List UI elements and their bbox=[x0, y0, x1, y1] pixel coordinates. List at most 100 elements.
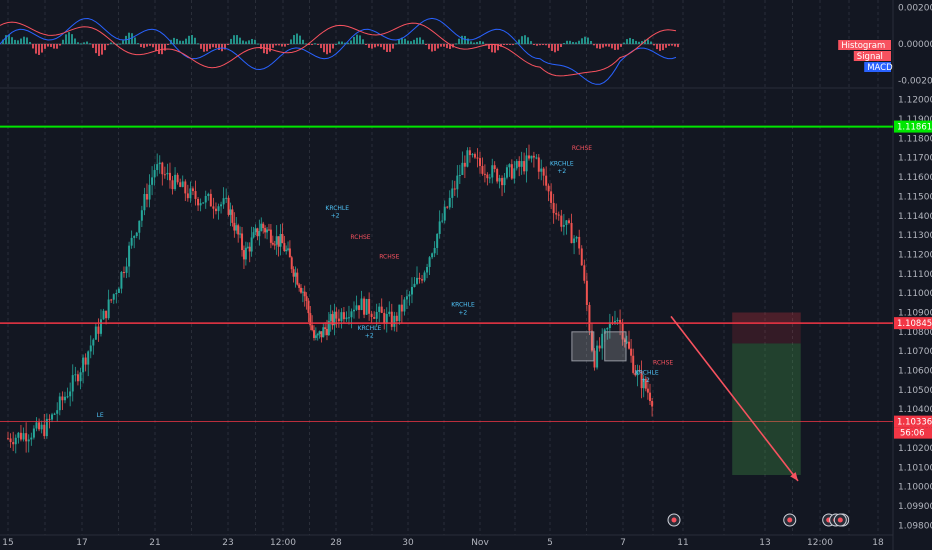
candle-body bbox=[225, 197, 228, 199]
candle-body bbox=[25, 433, 28, 442]
histogram-bar bbox=[545, 44, 547, 46]
strategy-annotation: KRCHLE bbox=[325, 205, 349, 212]
histogram-bar bbox=[638, 41, 640, 44]
histogram-bar bbox=[536, 44, 538, 46]
strategy-annotation: LE bbox=[97, 412, 104, 419]
histogram-bar bbox=[248, 40, 250, 44]
candle-body bbox=[488, 177, 491, 179]
histogram-bar bbox=[188, 35, 190, 44]
candle-body bbox=[596, 345, 599, 368]
histogram-bar bbox=[122, 40, 124, 44]
candle-body bbox=[237, 225, 240, 235]
candle-body bbox=[316, 334, 319, 336]
y-axis[interactable]: 0.002000.00000-0.002001.120001.119001.11… bbox=[894, 3, 932, 531]
candle-body bbox=[53, 413, 56, 415]
histogram-bar bbox=[611, 44, 613, 49]
strategy-annotation: +2 bbox=[331, 213, 340, 220]
candle-body bbox=[204, 195, 207, 203]
candle-body bbox=[199, 203, 202, 206]
histogram-bar bbox=[323, 44, 325, 53]
candle-body bbox=[416, 277, 418, 284]
histogram-bar bbox=[401, 37, 403, 44]
histogram-bar bbox=[563, 42, 565, 44]
histogram-bar bbox=[239, 37, 241, 44]
candle-body bbox=[358, 305, 361, 310]
histogram-bar bbox=[542, 44, 544, 45]
price-ytick: 1.12000 bbox=[898, 96, 932, 106]
histogram-bar bbox=[35, 44, 37, 54]
x-axis[interactable]: 15 17 21 23 12:00 28 30 Nov 5 7 11 13 12:00 18 bbox=[2, 538, 884, 548]
histogram-bar bbox=[137, 43, 139, 45]
candle-body bbox=[166, 172, 169, 175]
candle-body bbox=[168, 172, 171, 181]
candle-body bbox=[486, 174, 489, 179]
legend-swatch bbox=[853, 51, 891, 61]
candle-body bbox=[305, 296, 308, 302]
histogram-bar bbox=[296, 33, 298, 44]
candle-body bbox=[335, 311, 338, 319]
histogram-bar bbox=[284, 44, 286, 47]
candle-body bbox=[301, 291, 304, 293]
candle-body bbox=[333, 311, 336, 326]
price-line-label-text: 1.11861 bbox=[897, 123, 932, 133]
candle-body bbox=[590, 330, 593, 351]
histogram-bar bbox=[494, 44, 496, 53]
projection-arrow bbox=[670, 315, 799, 482]
histogram-bar bbox=[485, 44, 487, 45]
histogram-bar bbox=[26, 37, 28, 44]
histogram-bar bbox=[260, 44, 262, 49]
strategy-annotation: RCHSE bbox=[653, 360, 673, 367]
price-panel[interactable] bbox=[7, 144, 654, 454]
candle-body bbox=[176, 174, 179, 183]
histogram-bar bbox=[200, 44, 202, 49]
histogram-bar bbox=[470, 41, 472, 44]
candle-body bbox=[217, 206, 220, 212]
histogram-bar bbox=[593, 44, 595, 46]
candle-body bbox=[250, 237, 253, 252]
histogram-bar bbox=[521, 36, 523, 44]
histogram-bar bbox=[254, 39, 256, 44]
histogram-bar bbox=[368, 44, 370, 48]
candle-body bbox=[71, 375, 74, 392]
histogram-bar bbox=[83, 42, 85, 44]
histogram-bar bbox=[140, 44, 142, 48]
price-ytick: 1.10800 bbox=[898, 328, 932, 338]
histogram-bar bbox=[362, 39, 364, 44]
consolidation-box bbox=[604, 331, 627, 362]
candle-body bbox=[266, 229, 269, 233]
candle-body bbox=[97, 326, 100, 334]
candle-body bbox=[613, 321, 616, 323]
candle-body bbox=[191, 188, 194, 192]
histogram-bar bbox=[281, 44, 283, 47]
price-line-label bbox=[894, 415, 932, 428]
candle-body bbox=[273, 244, 276, 246]
candle-body bbox=[378, 306, 381, 312]
candle-body bbox=[513, 168, 516, 179]
candle-body bbox=[56, 410, 59, 414]
candle-body bbox=[87, 351, 90, 365]
legend-label: MACD bbox=[867, 63, 893, 73]
candle-body bbox=[102, 310, 105, 320]
candle-body bbox=[38, 422, 41, 430]
histogram-bar bbox=[338, 41, 340, 44]
histogram-bar bbox=[38, 44, 40, 55]
histogram-bar bbox=[506, 44, 508, 45]
candle-body bbox=[45, 418, 48, 437]
histogram-bar bbox=[230, 38, 232, 44]
macd-panel[interactable] bbox=[0, 17, 680, 85]
candle-body bbox=[186, 193, 189, 199]
time-xtick: 7 bbox=[620, 538, 626, 548]
candle-body bbox=[493, 165, 496, 169]
candle-body bbox=[48, 418, 51, 420]
price-ytick: 1.10000 bbox=[898, 483, 932, 493]
histogram-bar bbox=[578, 40, 580, 44]
macd-ytick: 0.00200 bbox=[898, 3, 932, 13]
overlays: KRCHLE+2RCHSERCHSEKRCHLE+2KRCHLE+2KRCHLE… bbox=[0, 125, 893, 527]
candle-body bbox=[122, 272, 125, 274]
histogram-bar bbox=[308, 44, 310, 45]
candle-body bbox=[623, 339, 626, 343]
candle-body bbox=[267, 229, 270, 231]
candle-body bbox=[294, 272, 297, 277]
strategy-annotation: +2 bbox=[557, 168, 566, 175]
